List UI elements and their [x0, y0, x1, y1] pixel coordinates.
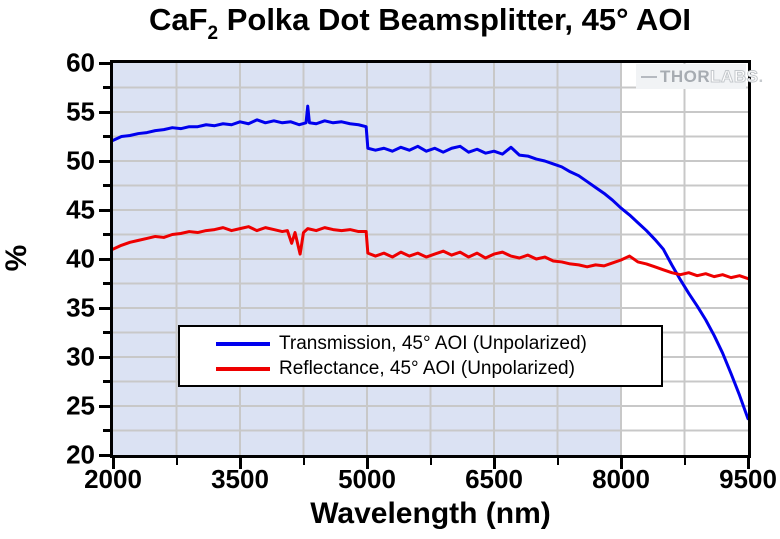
x-major-tick [746, 458, 750, 469]
chart-title: CaF2 Polka Dot Beamsplitter, 45° AOI [90, 2, 750, 45]
y-major-tick [99, 257, 110, 261]
y-major-tick [99, 208, 110, 212]
y-major-tick [99, 306, 110, 310]
y-major-tick [99, 61, 110, 65]
transmission-line-sample [216, 341, 270, 346]
reflectance-curve [113, 225, 748, 281]
x-major-tick [365, 458, 369, 469]
y-major-tick [99, 453, 110, 457]
legend: Transmission, 45° AOI (Unpolarized) Refl… [178, 325, 663, 387]
x-major-tick [492, 458, 496, 469]
y-major-tick [99, 404, 110, 408]
x-major-tick [238, 458, 242, 469]
y-tick-label: 30 [66, 341, 95, 372]
thorlabs-watermark: THOR LABS. [636, 64, 763, 89]
y-tick-label: 35 [66, 292, 95, 323]
y-minor-tick [103, 380, 110, 383]
plot-svg [113, 63, 748, 455]
y-minor-tick [103, 429, 110, 432]
watermark-thor-text: THOR [660, 66, 711, 86]
y-tick-label: 20 [66, 439, 95, 470]
watermark-dash-icon [641, 75, 657, 78]
x-tick-label: 9500 [719, 464, 777, 494]
legend-label-reflectance: Reflectance, 45° AOI (Unpolarized) [279, 357, 575, 379]
x-tick-label: 5000 [338, 464, 396, 494]
x-minor-tick [175, 458, 178, 465]
watermark-labs-text: LABS [710, 66, 759, 86]
y-major-tick [99, 159, 110, 163]
legend-item-transmission: Transmission, 45° AOI (Unpolarized) [216, 333, 661, 355]
x-tick-label: 8000 [592, 464, 650, 494]
x-tick-label: 2000 [84, 464, 142, 494]
y-tick-label: 45 [66, 194, 95, 225]
y-axis-label: % [0, 244, 33, 272]
y-minor-tick [103, 135, 110, 138]
x-tick-label: 3500 [211, 464, 269, 494]
y-minor-tick [103, 282, 110, 285]
x-minor-tick [429, 458, 432, 465]
chart-title-suffix: Polka Dot Beamsplitter, 45° AOI [218, 2, 692, 37]
chart-title-prefix: CaF [148, 2, 208, 37]
y-minor-tick [103, 233, 110, 236]
watermark-dot: . [758, 66, 764, 86]
y-tick-label: 40 [66, 243, 95, 274]
x-minor-tick [683, 458, 686, 465]
y-tick-label: 60 [66, 47, 95, 78]
y-minor-tick [103, 86, 110, 89]
y-tick-label: 55 [66, 96, 95, 127]
x-major-tick [619, 458, 623, 469]
x-major-tick [111, 458, 115, 469]
plot-area [110, 60, 751, 458]
x-tick-label: 6500 [465, 464, 523, 494]
y-tick-label: 25 [66, 390, 95, 421]
y-major-tick [99, 355, 110, 359]
x-axis-label: Wavelength (nm) [310, 497, 551, 530]
legend-label-transmission: Transmission, 45° AOI (Unpolarized) [279, 332, 587, 354]
y-major-tick [99, 110, 110, 114]
reflectance-line-sample [216, 366, 270, 371]
x-minor-tick [556, 458, 559, 465]
y-minor-tick [103, 184, 110, 187]
transmission-curve [113, 104, 748, 421]
y-minor-tick [103, 331, 110, 334]
y-tick-label: 50 [66, 145, 95, 176]
chart-title-subscript: 2 [207, 23, 219, 44]
legend-item-reflectance: Reflectance, 45° AOI (Unpolarized) [216, 358, 661, 380]
x-minor-tick [302, 458, 305, 465]
